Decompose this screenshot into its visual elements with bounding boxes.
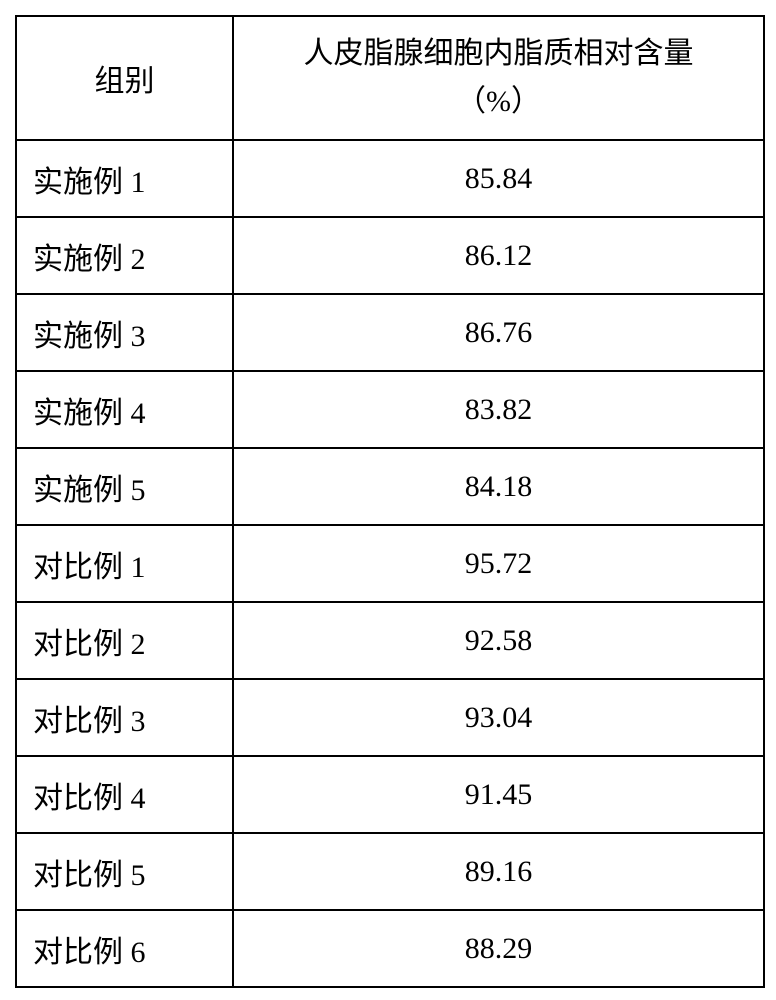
cell-value: 92.58 xyxy=(233,602,764,679)
table-row: 对比例 4 91.45 xyxy=(16,756,764,833)
data-table: 组别 人皮脂腺细胞内脂质相对含量 （%） 实施例 1 85.84 实施例 2 8… xyxy=(15,15,765,988)
table-row: 对比例 5 89.16 xyxy=(16,833,764,910)
header-value-line1: 人皮脂腺细胞内脂质相对含量 xyxy=(234,30,763,78)
header-value: 人皮脂腺细胞内脂质相对含量 （%） xyxy=(233,16,764,140)
table-row: 对比例 1 95.72 xyxy=(16,525,764,602)
table-row: 实施例 4 83.82 xyxy=(16,371,764,448)
cell-value: 86.76 xyxy=(233,294,764,371)
cell-group: 对比例 1 xyxy=(16,525,233,602)
cell-value: 95.72 xyxy=(233,525,764,602)
table-row: 实施例 2 86.12 xyxy=(16,217,764,294)
cell-value: 89.16 xyxy=(233,833,764,910)
table-row: 实施例 5 84.18 xyxy=(16,448,764,525)
cell-group: 对比例 6 xyxy=(16,910,233,987)
cell-group: 实施例 5 xyxy=(16,448,233,525)
cell-group: 实施例 2 xyxy=(16,217,233,294)
cell-group: 实施例 3 xyxy=(16,294,233,371)
header-value-line2: （%） xyxy=(234,78,763,126)
cell-group: 对比例 4 xyxy=(16,756,233,833)
cell-value: 88.29 xyxy=(233,910,764,987)
table-row: 对比例 3 93.04 xyxy=(16,679,764,756)
cell-group: 实施例 4 xyxy=(16,371,233,448)
cell-group: 对比例 5 xyxy=(16,833,233,910)
table-header-row: 组别 人皮脂腺细胞内脂质相对含量 （%） xyxy=(16,16,764,140)
cell-value: 93.04 xyxy=(233,679,764,756)
cell-value: 91.45 xyxy=(233,756,764,833)
table-row: 对比例 2 92.58 xyxy=(16,602,764,679)
cell-value: 85.84 xyxy=(233,140,764,217)
table-row: 实施例 3 86.76 xyxy=(16,294,764,371)
cell-value: 84.18 xyxy=(233,448,764,525)
cell-value: 83.82 xyxy=(233,371,764,448)
table-row: 对比例 6 88.29 xyxy=(16,910,764,987)
table-row: 实施例 1 85.84 xyxy=(16,140,764,217)
header-group: 组别 xyxy=(16,16,233,140)
cell-group: 实施例 1 xyxy=(16,140,233,217)
cell-group: 对比例 3 xyxy=(16,679,233,756)
cell-group: 对比例 2 xyxy=(16,602,233,679)
cell-value: 86.12 xyxy=(233,217,764,294)
